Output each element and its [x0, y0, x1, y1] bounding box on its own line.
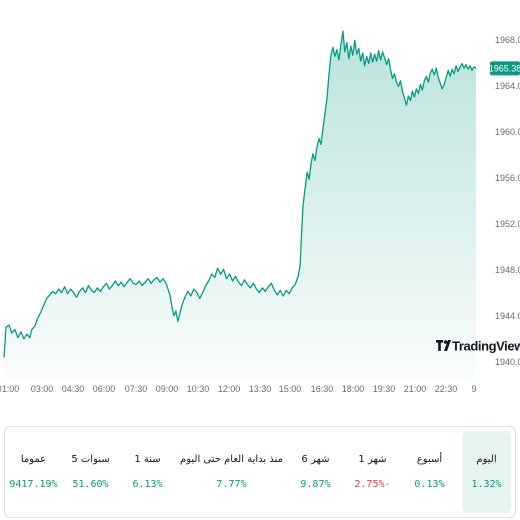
period-change-value: 9417.19% [9, 479, 58, 490]
period-label: 1 شهر [358, 454, 387, 465]
x-tick-label: 19:30 [373, 384, 396, 394]
y-tick-label: 1960.00 [495, 127, 520, 137]
tradingview-logo-text: TradingView [452, 339, 520, 354]
x-tick-label: 9 [471, 384, 476, 394]
x-tick-label: 15:00 [279, 384, 302, 394]
period-label: عموما [20, 454, 47, 465]
tradingview-logo-icon [436, 340, 451, 351]
performance-periods: اليوم 1.32% أسبوع 0.13% 1 شهر 2.75%- 6 شهر 9.87… [4, 426, 516, 518]
period-change-value: 7.77% [216, 479, 247, 490]
x-tick-label: 18:00 [342, 384, 365, 394]
y-axis: 1940.00 1944.00 1948.00 1952.00 1956.00 1960.… [495, 35, 520, 367]
last-price-label: 1965.38 [489, 63, 520, 73]
price-chart[interactable]: 1940.00 1944.00 1948.00 1952.00 1956.00 1960.… [0, 0, 520, 400]
period-tab[interactable]: 1 شهر 2.75%- [348, 431, 397, 513]
x-tick-label: 10:30 [187, 384, 210, 394]
period-label: أسبوع [416, 454, 443, 465]
y-tick-label: 1952.00 [495, 219, 520, 229]
y-tick-label: 1948.00 [495, 265, 520, 275]
x-tick-label: 03:00 [31, 384, 54, 394]
period-label: 5 سنوات [71, 454, 110, 465]
price-area-fill [4, 31, 476, 380]
period-label: اليوم [476, 454, 497, 465]
y-tick-label: 1956.00 [495, 173, 520, 183]
tradingview-logo[interactable]: TradingView [436, 339, 520, 354]
period-label: 1 سنة [134, 454, 161, 465]
y-tick-label: 1940.00 [495, 357, 520, 367]
period-tab[interactable]: أسبوع 0.13% [405, 431, 454, 513]
x-tick-label: 22:30 [435, 384, 458, 394]
period-tab[interactable]: 5 سنوات 51.60% [66, 431, 115, 513]
x-tick-label: 16:30 [311, 384, 334, 394]
period-change-value: 0.13% [414, 479, 445, 490]
y-tick-label: 1968.00 [495, 35, 520, 45]
period-tab[interactable]: اليوم 1.32% [461, 431, 511, 513]
period-label: 6 شهر [301, 454, 330, 465]
period-change-value: 9.87% [300, 479, 331, 490]
last-price-marker: 1965.38 [489, 61, 520, 76]
period-change-value: 1.32% [471, 479, 502, 490]
x-tick-label: 12:00 [218, 384, 241, 394]
period-label: منذ بداية العام حتى اليوم [180, 454, 283, 465]
period-tab[interactable]: 6 شهر 9.87% [291, 431, 340, 513]
x-tick-label: 04:30 [62, 384, 85, 394]
x-tick-label: 01:00 [0, 384, 19, 394]
x-tick-label: 06:00 [93, 384, 116, 394]
period-change-value: 6.13% [132, 479, 163, 490]
period-tab[interactable]: منذ بداية العام حتى اليوم 7.77% [180, 431, 283, 513]
price-line [3, 30, 477, 358]
y-tick-label: 1964.00 [495, 81, 520, 91]
x-tick-label: 07:30 [125, 384, 148, 394]
y-tick-label: 1944.00 [495, 311, 520, 321]
period-tab[interactable]: 1 سنة 6.13% [123, 431, 172, 513]
period-tab[interactable]: عموما 9417.19% [9, 431, 58, 513]
period-change-value: 51.60% [72, 479, 109, 490]
x-tick-label: 21:00 [404, 384, 427, 394]
period-change-value: 2.75%- [354, 479, 391, 490]
x-axis: 01:00 03:00 04:30 06:00 07:30 09:00 10:30 12:00… [0, 384, 477, 394]
last-price-label-bg [490, 61, 520, 76]
x-tick-label: 13:30 [249, 384, 272, 394]
x-tick-label: 09:00 [156, 384, 179, 394]
